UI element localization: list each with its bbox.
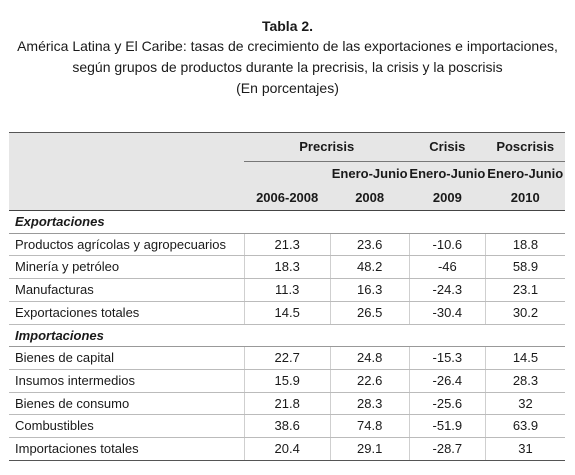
cell-value: 58.9 [484, 255, 565, 280]
row-label: Insumos intermedios [9, 369, 245, 393]
cell-value: -10.6 [408, 233, 486, 257]
cell-value: 22.6 [329, 369, 410, 393]
cell-value: 23.1 [484, 278, 565, 302]
cell-value: 15.9 [243, 369, 331, 393]
table-subtitle-line-2: según grupos de productos durante la pre… [72, 59, 503, 75]
header-year-2010: 2010 [485, 186, 565, 211]
table-row: Exportaciones totales 14.5 26.5 -30.4 30… [9, 301, 565, 325]
cell-value: 38.6 [243, 414, 331, 439]
header-crisis: Crisis [409, 132, 486, 162]
header-enero-junio-2008: Enero-Junio [330, 161, 410, 186]
cell-value: 18.3 [243, 255, 331, 280]
header-enero-junio-2009: Enero-Junio [409, 161, 486, 186]
cell-value: -24.3 [408, 278, 486, 302]
row-label: Bienes de capital [9, 346, 245, 370]
cell-value: 14.5 [484, 346, 565, 370]
header-year-2008: 2008 [330, 186, 410, 211]
cell-value: 14.5 [243, 301, 331, 325]
header-year-2006-2008: 2006-2008 [244, 186, 331, 211]
cell-value: 22.7 [243, 346, 331, 370]
row-label: Minería y petróleo [9, 255, 245, 280]
cell-value: 26.5 [329, 301, 410, 325]
row-label: Importaciones totales [9, 437, 245, 461]
cell-value: -28.7 [408, 437, 486, 461]
cell-value: 74.8 [329, 414, 410, 439]
cell-value: 21.8 [243, 392, 331, 416]
section-label: Importaciones [9, 324, 565, 348]
cell-value: 18.8 [484, 233, 565, 257]
section-importaciones: Importaciones [9, 324, 565, 348]
table-subtitle-line-1: América Latina y El Caribe: tasas de cre… [17, 38, 558, 54]
cell-value: 30.2 [484, 301, 565, 325]
table-caption: Tabla 2. América Latina y El Caribe: tas… [0, 0, 575, 99]
cell-value: -51.9 [408, 414, 486, 439]
table-row: Bienes de consumo 21.8 28.3 -25.6 32 [9, 392, 565, 416]
row-label: Combustibles [9, 414, 245, 439]
cell-value: 28.3 [484, 369, 565, 393]
cell-value: 63.9 [484, 414, 565, 439]
cell-value: 23.6 [329, 233, 410, 257]
table-row: Minería y petróleo 18.3 48.2 -46 58.9 [9, 255, 565, 280]
cell-value: -25.6 [408, 392, 486, 416]
row-label: Bienes de consumo [9, 392, 245, 416]
table-row: Combustibles 38.6 74.8 -51.9 63.9 [9, 414, 565, 439]
cell-value: 16.3 [329, 278, 410, 302]
header-enero-junio-2010: Enero-Junio [485, 161, 565, 186]
table-units: (En porcentajes) [236, 80, 339, 96]
table-row: Productos agrícolas y agropecuarios 21.3… [9, 233, 565, 257]
header-row-periods: Precrisis Crisis Poscrisis [9, 132, 565, 162]
section-exportaciones: Exportaciones [9, 210, 565, 234]
table-row: Manufacturas 11.3 16.3 -24.3 23.1 [9, 278, 565, 302]
cell-value: 29.1 [329, 437, 410, 461]
cell-value: -30.4 [408, 301, 486, 325]
table-row: Insumos intermedios 15.9 22.6 -26.4 28.3 [9, 369, 565, 393]
cell-value: 28.3 [329, 392, 410, 416]
section-label: Exportaciones [9, 210, 565, 234]
table-row: Bienes de capital 22.7 24.8 -15.3 14.5 [9, 346, 565, 370]
row-label: Productos agrícolas y agropecuarios [9, 233, 245, 257]
header-year-2009: 2009 [409, 186, 486, 211]
growth-rates-table: Precrisis Crisis Poscrisis Enero-Junio E… [9, 132, 565, 461]
cell-value: 21.3 [243, 233, 331, 257]
cell-value: 31 [484, 437, 565, 461]
cell-value: 11.3 [243, 278, 331, 302]
table-title: Tabla 2. [261, 18, 314, 34]
row-label: Manufacturas [9, 278, 245, 302]
header-precrisis: Precrisis [244, 132, 410, 162]
header-poscrisis: Poscrisis [485, 132, 565, 162]
header-row-months: Enero-Junio Enero-Junio Enero-Junio [9, 161, 565, 186]
cell-value: 24.8 [329, 346, 410, 370]
row-label: Exportaciones totales [9, 301, 245, 325]
cell-value: 32 [484, 392, 565, 416]
cell-value: 48.2 [329, 255, 410, 280]
table-row: Importaciones totales 20.4 29.1 -28.7 31 [9, 437, 565, 461]
cell-value: -15.3 [408, 346, 486, 370]
cell-value: 20.4 [243, 437, 331, 461]
header-row-years: 2006-2008 2008 2009 2010 [9, 186, 565, 211]
cell-value: -26.4 [408, 369, 486, 393]
cell-value: -46 [408, 255, 486, 280]
